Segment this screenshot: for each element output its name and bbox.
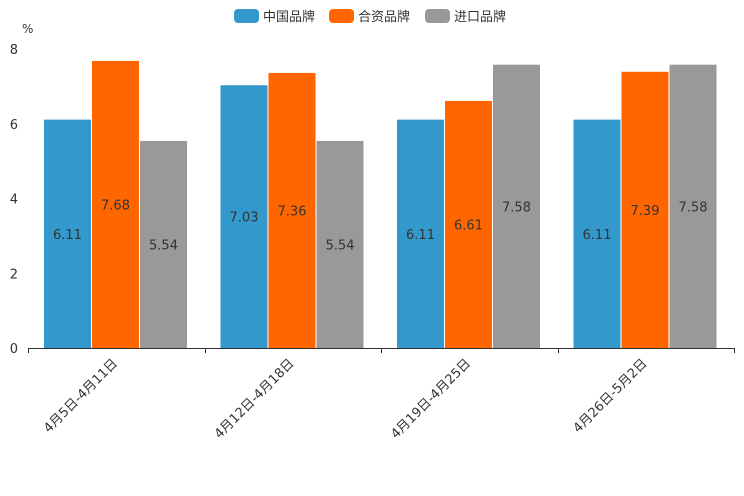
data-label: 6.11: [406, 228, 435, 243]
bar: [268, 72, 316, 349]
data-label: 7.68: [101, 198, 130, 213]
y-tick-label: 8: [10, 43, 18, 58]
legend-swatch: [234, 9, 259, 23]
x-tick-label: 4月26日-5月2日: [571, 356, 651, 436]
bar: [573, 119, 621, 348]
bar: [493, 64, 540, 348]
legend: 中国品牌 合资品牌 进口品牌: [234, 9, 506, 25]
bar: [397, 119, 444, 348]
legend-item[interactable]: 合资品牌: [329, 9, 410, 25]
x-tick-label: 4月5日-4月11日: [41, 356, 121, 436]
bar: [316, 140, 364, 348]
x-tick-label: 4月12日-4月18日: [212, 356, 298, 442]
bar: [621, 71, 669, 348]
data-label: 7.03: [230, 211, 259, 226]
y-axis-unit-label: %: [22, 22, 33, 36]
y-tick-label: 0: [10, 342, 18, 357]
data-label: 7.36: [278, 204, 307, 219]
legend-item[interactable]: 进口品牌: [425, 9, 506, 25]
data-label: 7.39: [631, 204, 660, 219]
legend-label: 中国品牌: [263, 9, 315, 25]
data-label: 6.11: [53, 228, 82, 243]
y-tick-label: 6: [10, 118, 18, 133]
legend-item[interactable]: 中国品牌: [234, 9, 315, 25]
legend-swatch: [329, 9, 354, 23]
y-tick-label: 4: [10, 193, 18, 208]
data-label: 7.58: [679, 200, 708, 215]
y-tick-label: 2: [10, 267, 18, 282]
bars: [44, 60, 717, 349]
data-label: 7.58: [502, 200, 531, 215]
bar: [445, 100, 492, 348]
bar: [92, 60, 139, 349]
bar: [669, 64, 717, 348]
legend-swatch: [425, 9, 450, 23]
legend-label: 合资品牌: [358, 9, 410, 25]
data-labels: 6.11 7.68 5.54 7.03 7.36 5.54 6.11 6.61 7.58 6.11…: [53, 198, 707, 253]
bar: [140, 140, 187, 348]
x-axis: 4月5日-4月11日 4月12日-4月18日 4月19日-4月25日 4月26日-5月…: [28, 348, 735, 442]
bar: [44, 119, 91, 348]
bar: [220, 85, 268, 348]
data-label: 6.11: [583, 228, 612, 243]
data-label: 5.54: [149, 238, 178, 253]
data-label: 5.54: [326, 238, 355, 253]
data-label: 6.61: [454, 218, 483, 233]
x-tick-label: 4月19日-4月25日: [388, 356, 474, 442]
y-axis: 0 2 4 6 8: [10, 43, 18, 357]
legend-label: 进口品牌: [454, 9, 506, 25]
